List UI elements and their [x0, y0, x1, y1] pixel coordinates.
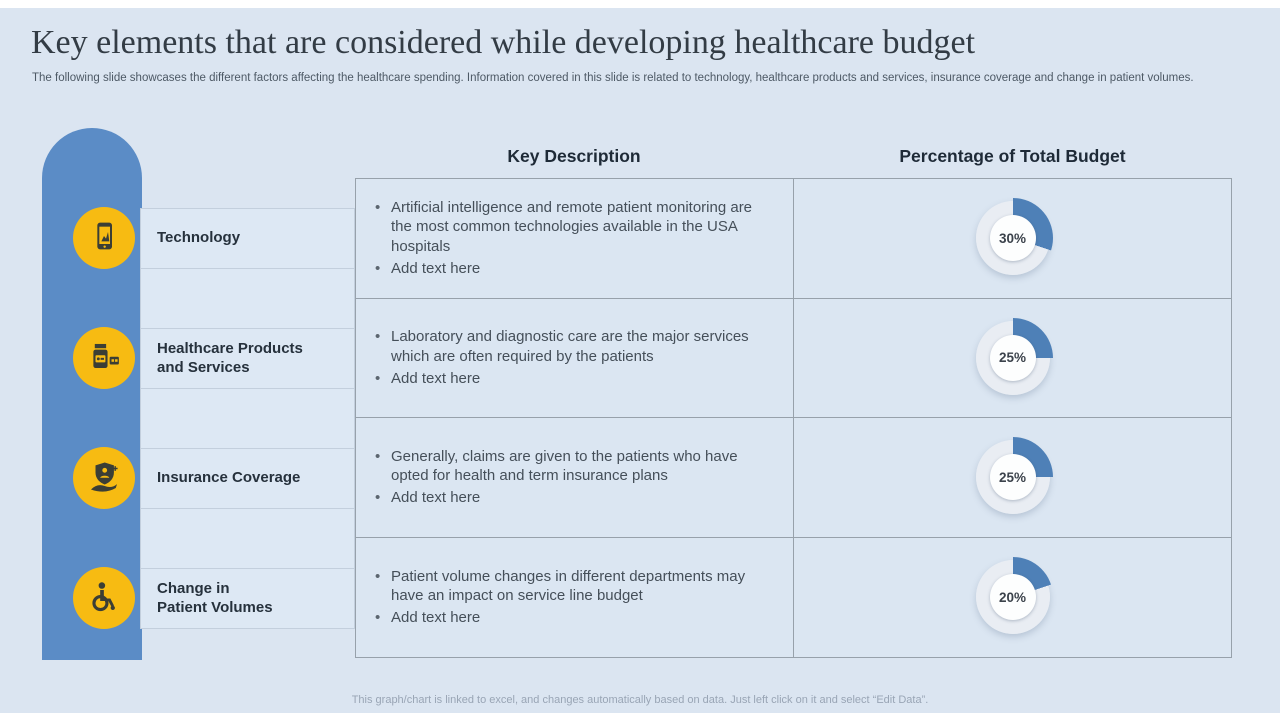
smartphone-icon — [88, 220, 120, 257]
rail-label-healthcare-products: Healthcare Products and Services — [140, 328, 355, 389]
donut-chart-patient-volumes[interactable]: 20% — [972, 557, 1053, 638]
chart-cell-patient-volumes: 20% — [794, 538, 1231, 658]
bullet-item: Patient volume changes in different depa… — [368, 567, 767, 607]
rail-label-insurance-coverage: Insurance Coverage — [140, 448, 355, 509]
key-elements-table: Artificial intelligence and remote patie… — [355, 178, 1232, 658]
chart-cell-healthcare-products: 25% — [794, 299, 1231, 418]
donut-percent-label: 20% — [998, 589, 1027, 605]
page-subtitle: The following slide showcases the differ… — [32, 72, 1194, 84]
technology-icon-badge — [73, 207, 135, 269]
rail-spacer-bar — [140, 508, 355, 569]
bullet-item: Generally, claims are given to the patie… — [368, 447, 767, 487]
rail-label-text: Insurance Coverage — [157, 469, 301, 487]
bullet-list: Artificial intelligence and remote patie… — [368, 196, 767, 281]
rail-label-technology: Technology — [140, 208, 355, 269]
footer-note: This graph/chart is linked to excel, and… — [351, 694, 929, 706]
key-description-header: Key Description — [507, 146, 641, 166]
wheelchair-icon — [87, 579, 121, 618]
description-cell-healthcare-products: Laboratory and diagnostic care are the m… — [356, 298, 794, 418]
percentage-header: Percentage of Total Budget — [899, 146, 1126, 166]
description-cell-insurance: Generally, claims are given to the patie… — [356, 418, 794, 538]
rail-label-text: Healthcare Products and Services — [157, 340, 303, 376]
shield-hand-icon — [87, 459, 121, 498]
description-cell-technology: Artificial intelligence and remote patie… — [356, 179, 794, 299]
donut-chart-insurance[interactable]: 25% — [972, 437, 1053, 518]
bullet-item: Add text here — [368, 488, 767, 508]
bullet-item: Artificial intelligence and remote patie… — [368, 198, 767, 257]
bullet-item: Add text here — [368, 259, 767, 279]
rail-label-change-patient-volumes: Change in Patient Volumes — [140, 568, 355, 629]
page-title: Key elements that are considered while d… — [31, 24, 976, 61]
description-cell-patient-volumes: Patient volume changes in different depa… — [356, 537, 794, 657]
chart-cell-insurance: 25% — [794, 418, 1231, 538]
bullet-item: Laboratory and diagnostic care are the m… — [368, 327, 767, 367]
medicine-bottle-icon — [87, 339, 121, 378]
donut-percent-label: 25% — [998, 350, 1027, 366]
bullet-list: Patient volume changes in different depa… — [368, 565, 767, 630]
patient-volumes-icon-badge — [73, 567, 135, 629]
donut-chart-technology[interactable]: 30% — [972, 198, 1053, 279]
donut-percent-label: 30% — [998, 230, 1027, 246]
healthcare-products-icon-badge — [73, 327, 135, 389]
bullet-list: Generally, claims are given to the patie… — [368, 445, 767, 510]
bullet-list: Laboratory and diagnostic care are the m… — [368, 325, 767, 390]
chart-cell-technology: 30% — [794, 179, 1231, 299]
bullet-item: Add text here — [368, 369, 767, 389]
rail-label-text: Technology — [157, 229, 241, 247]
donut-chart-healthcare-products[interactable]: 25% — [972, 317, 1053, 398]
insurance-icon-badge — [73, 447, 135, 509]
bullet-item: Add text here — [368, 608, 767, 628]
rail-spacer-bar — [140, 388, 355, 449]
donut-percent-label: 25% — [998, 469, 1027, 485]
rail-spacer-bar — [140, 268, 355, 329]
rail-label-text: Change in Patient Volumes — [157, 580, 273, 616]
